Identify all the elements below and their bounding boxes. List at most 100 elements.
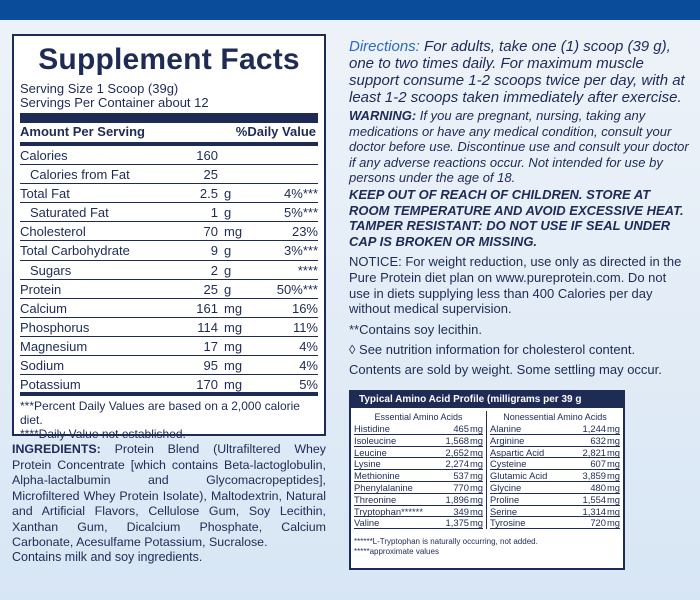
nutrient-daily-value: 11% [292,319,318,335]
nutrient-amount: 160 [196,148,218,163]
amino-name: Aspartic Acid [490,446,545,458]
nutrient-amount: 95 [203,358,218,374]
amino-name: Proline [490,493,520,505]
ingredients-body: Protein Blend (Ultrafiltered Whey Protei… [12,442,326,549]
amino-row: Glycine 480 mg [490,482,620,494]
nutrient-row: Calories from Fat 25 [20,165,318,185]
amino-name: Tyrosine [490,517,526,529]
nutrient-row: Total Carbohydrate 9 g 3%*** [20,241,318,261]
nutrient-amount: 1 [210,205,218,221]
ingredients-label: INGREDIENTS: [12,442,101,456]
amino-name: Glycine [490,481,522,493]
amino-name: Histidine [354,423,390,434]
amino-name: Arginine [490,434,525,446]
amino-unit: mg [606,458,620,470]
thick-divider [20,113,318,123]
nutrient-amount: 17 [203,338,218,354]
nonessential-header: Nonessential Amino Acids [503,412,607,422]
amino-name: Serine [490,505,518,517]
amino-value: 1,896 [445,493,469,505]
weight-note: Contents are sold by weight. Some settli… [349,361,662,377]
directions-body: For adults, take one (1) scoop (39 g), o… [349,38,685,106]
amino-name: Lysine [354,458,381,470]
amino-value: 1,314 [582,505,606,517]
nutrient-name: Calories [20,148,68,163]
amino-unit: mg [606,517,620,529]
amino-row: Histidine 465 mg [354,423,483,435]
serving-size: Serving Size 1 Scoop (39g) [20,81,179,96]
facts-footnote-2: ****Daily Value not established. [20,427,186,442]
amino-unit: mg [469,434,483,446]
nutrient-row: Calories 160 [20,146,318,166]
nutrient-name: Protein [20,281,62,297]
amino-value: 2,652 [445,446,469,458]
nutrient-row: Calcium 161 mg 16% [20,299,318,318]
amino-name: Cysteine [490,458,527,470]
nutrient-daily-value: 3%*** [284,243,318,259]
notice-text: NOTICE: For weight reduction, use only a… [349,254,682,317]
ingredients-text: INGREDIENTS: Protein Blend (Ultrafiltere… [12,442,326,551]
nutrient-unit: mg [224,300,243,316]
amino-body: Histidine 465 mg Isoleucine 1,568 mg Leucine 2,… [351,423,623,530]
amino-unit: mg [606,446,620,458]
amino-value: 1,375 [445,517,469,529]
nutrient-daily-value [256,165,318,183]
amino-row: Tyrosine 720 mg [490,517,620,530]
nutrient-name: Calories from Fat [30,167,130,183]
nutrient-unit: g [224,243,232,259]
nutrient-daily-value: 5%*** [284,205,318,221]
warning-text: WARNING: If you are pregnant, nursing, t… [349,108,689,186]
amino-unit: mg [606,493,620,505]
amount-header: Amount Per Serving [20,124,145,139]
amino-row: Cysteine 607 mg [490,458,620,471]
amino-name: Methionine [354,470,400,482]
amino-unit: mg [469,505,483,517]
amino-row: Aspartic Acid 2,821 mg [490,447,620,459]
amino-name: Isoleucine [354,434,397,446]
nutrient-unit [218,165,256,183]
amino-name: Tryptophan****** [354,505,423,517]
keep-out-text: KEEP OUT OF REACH OF CHILDREN. STORE AT … [349,186,684,249]
nutrient-row: Saturated Fat 1 g 5%*** [20,203,318,223]
nutrient-name: Magnesium [20,338,88,354]
nutrient-row: Cholesterol 70 mg 23% [20,222,318,242]
nutrient-amount: 25 [203,167,218,183]
nutrient-daily-value: 16% [291,300,318,316]
amino-row: Isoleucine 1,568 mg [354,435,483,447]
essential-header: Essential Amino Acids [351,411,487,423]
nutrient-name: Total Carbohydrate [20,243,130,259]
nutrient-daily-value: 5% [299,377,318,393]
directions-label: Directions: [349,38,420,55]
nutrient-name: Saturated Fat [30,205,109,221]
directions-text: Directions: For adults, take one (1) sco… [349,38,689,106]
servings-per-container: Servings Per Container about 12 [20,95,209,110]
nutrient-amount: 161 [196,300,218,316]
amino-value: 770 [453,481,469,493]
nutrient-daily-value: 4% [299,358,318,374]
amino-value: 2,274 [445,458,469,470]
amino-value: 537 [453,470,469,482]
amino-row: Glutamic Acid 3,859 mg [490,470,620,482]
nutrient-unit: mg [224,224,243,240]
amino-unit: mg [469,470,483,482]
amino-unit: mg [606,423,620,434]
amino-unit: mg [469,423,483,434]
nutrient-unit: g [224,186,232,202]
nutrient-unit: g [224,262,232,278]
nutrient-name: Cholesterol [20,224,86,240]
amino-unit: mg [469,517,483,529]
amino-row: Threonine 1,896 mg [354,494,483,506]
nutrient-row: Protein 25 g 50%*** [20,280,318,299]
facts-rows: Calories 160 Calories from Fat 25 Total Fat 2… [20,146,318,397]
amino-unit: mg [606,434,620,446]
amino-unit: mg [469,493,483,505]
nutrient-unit [218,146,256,164]
amino-value: 720 [590,517,606,529]
warning-body: If you are pregnant, nursing, taking any… [349,108,689,186]
amino-unit: mg [606,505,620,517]
contains-allergens: Contains milk and soy ingredients. [12,550,203,564]
nutrient-amount: 170 [196,377,218,393]
nutrient-daily-value: 4% [299,338,318,354]
nutrient-unit: mg [224,358,243,374]
amino-acid-table: Typical Amino Acid Profile (milligrams p… [349,390,625,570]
